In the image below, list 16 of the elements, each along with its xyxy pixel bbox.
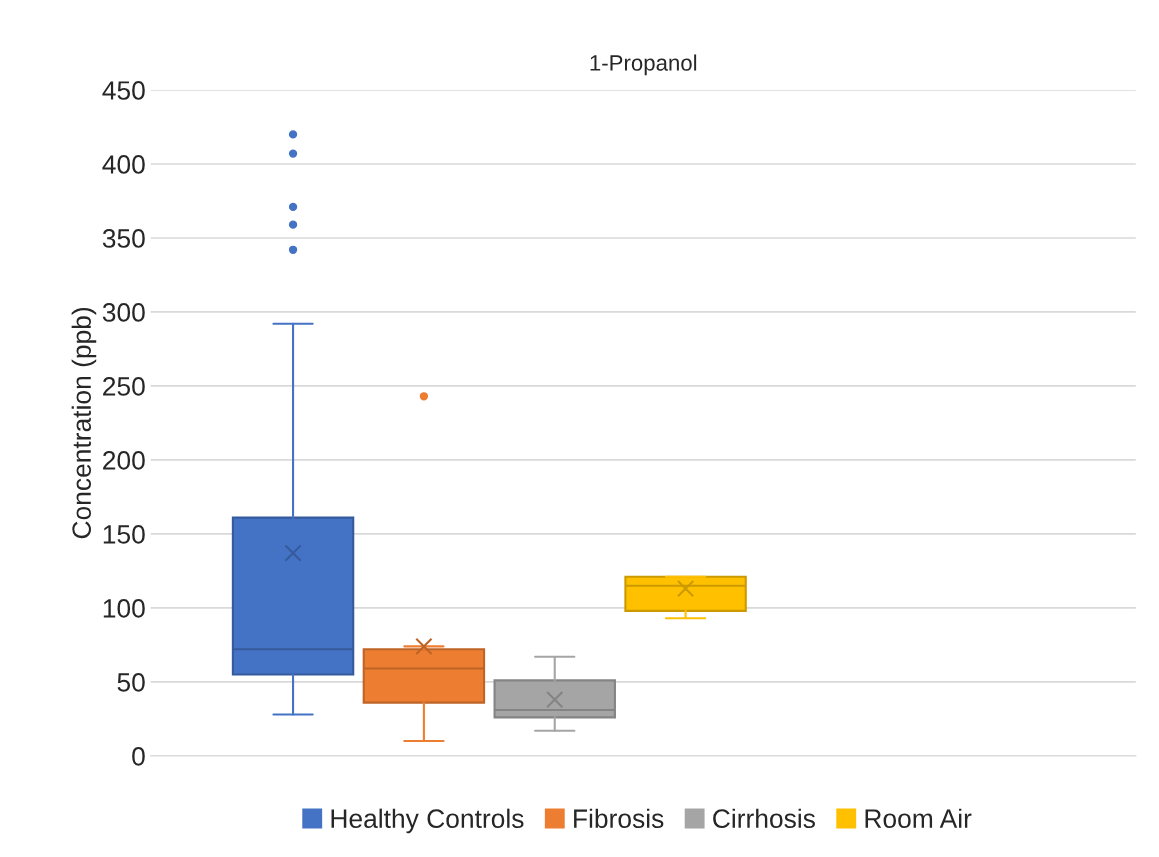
y-tick-label: 150 <box>103 525 145 544</box>
legend-label: Healthy Controls <box>331 808 524 834</box>
chart-title: 1-Propanol <box>590 54 697 76</box>
y-tick-label: 250 <box>103 377 145 396</box>
legend-label: Cirrhosis <box>713 808 815 829</box>
y-tick-label: 100 <box>103 599 145 618</box>
legend-label: Room Air <box>865 808 972 829</box>
y-tick-label: 200 <box>103 451 145 470</box>
legend-label: Fibrosis <box>574 808 664 829</box>
y-tick-label: 400 <box>102 155 145 174</box>
y-axis-title: Concentration (ppb) <box>71 307 97 539</box>
y-tick-label: 50 <box>117 673 145 692</box>
y-tick-label: 350 <box>102 229 145 248</box>
y-tick-label: 0 <box>132 747 145 766</box>
y-tick-label: 450 <box>102 81 145 100</box>
y-tick-label: 300 <box>102 303 145 322</box>
